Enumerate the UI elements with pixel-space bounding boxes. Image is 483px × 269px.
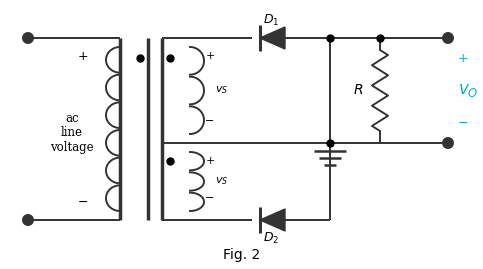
Circle shape [443, 138, 453, 148]
Text: −: − [458, 116, 469, 129]
Text: −: − [78, 196, 88, 208]
Text: Fig. 2: Fig. 2 [223, 248, 261, 262]
Text: $R$: $R$ [353, 83, 363, 97]
Text: +: + [205, 51, 214, 61]
Text: ac
line
voltage: ac line voltage [50, 111, 94, 154]
Circle shape [443, 33, 453, 43]
Text: $D_2$: $D_2$ [263, 231, 279, 246]
Circle shape [23, 33, 33, 43]
Polygon shape [260, 27, 285, 49]
Text: $v_O$: $v_O$ [458, 81, 479, 99]
Polygon shape [260, 209, 285, 231]
Text: −: − [205, 116, 214, 126]
Text: +: + [78, 49, 88, 62]
Circle shape [23, 215, 33, 225]
Text: $D_1$: $D_1$ [263, 12, 279, 27]
Text: +: + [458, 51, 469, 65]
Text: $v_S$: $v_S$ [215, 84, 228, 96]
Text: −: − [205, 193, 214, 203]
Text: +: + [205, 156, 214, 166]
Text: $v_S$: $v_S$ [215, 175, 228, 187]
